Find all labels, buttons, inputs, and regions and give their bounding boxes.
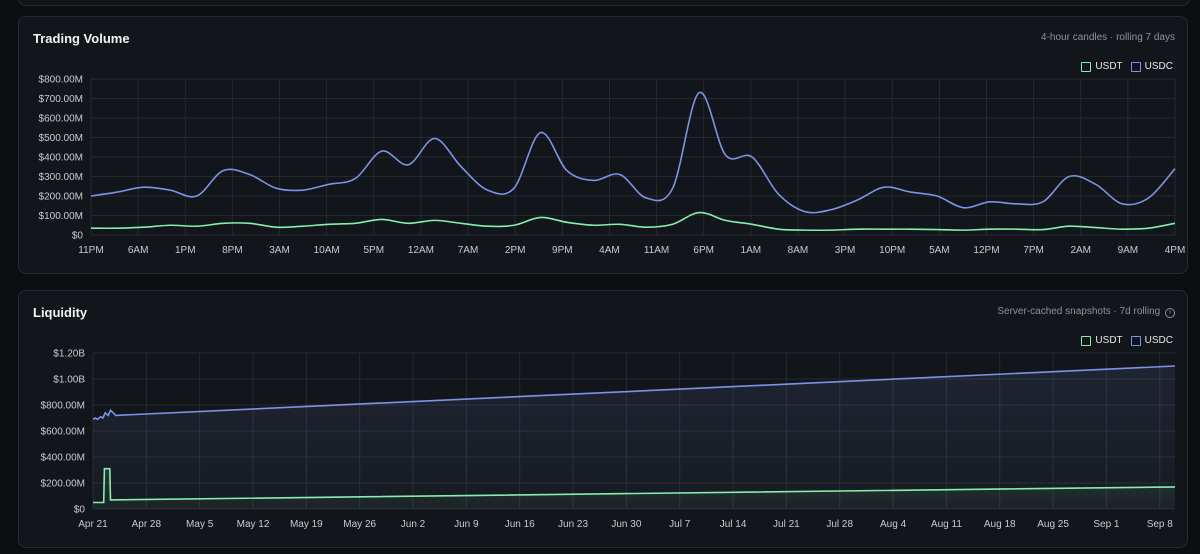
y-tick-label: $400.00M (41, 453, 85, 464)
x-tick-label: 1PM (175, 245, 196, 256)
x-tick-label: May 5 (186, 519, 214, 530)
x-tick-label: 11PM (78, 245, 103, 256)
x-tick-label: Jun 16 (505, 519, 535, 530)
x-tick-label: Aug 11 (931, 519, 962, 530)
x-tick-label: Jun 2 (401, 519, 426, 530)
x-tick-label: 9PM (552, 245, 573, 256)
x-tick-label: 12PM (973, 245, 999, 256)
x-tick-label: Jun 23 (558, 519, 588, 530)
series-line-usdc (90, 91, 1176, 214)
y-tick-label: $200.00M (39, 192, 83, 203)
y-tick-label: $400.00M (39, 153, 83, 164)
usdc-swatch (1130, 61, 1141, 72)
legend-item-usdt[interactable]: USDT (1081, 61, 1123, 72)
legend-item-usdt[interactable]: USDT (1081, 335, 1123, 346)
x-tick-label: May 26 (343, 519, 376, 530)
x-tick-label: 11AM (644, 245, 669, 256)
y-tick-label: $600.00M (39, 114, 83, 125)
y-tick-label: $700.00M (39, 94, 83, 105)
x-tick-label: 6AM (128, 245, 149, 256)
panel-subtitle: Server-cached snapshots · 7d rolling i (997, 306, 1175, 318)
x-tick-label: 9AM (1118, 245, 1139, 256)
info-icon[interactable]: i (1165, 308, 1175, 318)
x-tick-label: May 19 (290, 519, 323, 530)
x-tick-label: Jul 14 (720, 519, 747, 530)
legend-label: USDC (1144, 61, 1173, 72)
x-tick-label: 5AM (929, 245, 950, 256)
x-tick-label: Sep 8 (1147, 519, 1174, 530)
usdc-swatch (1130, 335, 1141, 346)
x-tick-label: 6PM (693, 245, 714, 256)
x-tick-label: 7PM (1023, 245, 1044, 256)
y-tick-label: $600.00M (41, 427, 85, 438)
chart-legend: USDT USDC (1081, 335, 1173, 346)
legend-label: USDT (1095, 61, 1123, 72)
trading-volume-chart: $0 $100.00M $200.00M $300.00M $400.00M $500.0… (39, 75, 1186, 257)
y-tick-label: $800.00M (39, 75, 83, 86)
x-tick-label: 5PM (364, 245, 385, 256)
x-tick-label: Jul 21 (773, 519, 800, 530)
x-tick-label: Apr 28 (132, 519, 162, 530)
x-tick-label: May 12 (237, 519, 270, 530)
series-area-usdt (93, 468, 1175, 509)
y-tick-label: $1.20B (53, 349, 85, 360)
x-tick-label: 7AM (458, 245, 479, 256)
x-tick-label: 3AM (269, 245, 290, 256)
y-tick-label: $800.00M (41, 401, 85, 412)
x-tick-label: 8PM (222, 245, 243, 256)
panel-title: Liquidity (33, 305, 88, 320)
y-tick-label: $200.00M (41, 479, 85, 490)
y-tick-label: $0 (72, 231, 84, 242)
liquidity-panel: Liquidity Server-cached snapshots · 7d r… (18, 290, 1188, 548)
x-tick-label: Jun 9 (454, 519, 479, 530)
x-tick-label: Jul 7 (669, 519, 691, 530)
chart-legend: USDT USDC (1081, 61, 1173, 72)
x-tick-label: 10AM (314, 245, 340, 256)
legend-item-usdc[interactable]: USDC (1130, 335, 1173, 346)
x-tick-label: Apr 21 (78, 519, 108, 530)
panel-subtitle: 4-hour candles · rolling 7 days (1041, 32, 1175, 43)
subtitle-text: Server-cached snapshots · 7d rolling (997, 306, 1161, 317)
legend-label: USDT (1095, 335, 1123, 346)
y-tick-label: $500.00M (39, 133, 83, 144)
y-tick-label: $1.00B (53, 375, 85, 386)
x-tick-label: 2PM (505, 245, 526, 256)
x-tick-label: 4AM (599, 245, 620, 256)
x-tick-label: 10PM (879, 245, 905, 256)
x-tick-label: Sep 1 (1093, 519, 1120, 530)
panel-title: Trading Volume (33, 31, 130, 46)
series-line-usdc (92, 365, 1176, 421)
x-tick-label: Jun 30 (611, 519, 641, 530)
x-tick-label: 8AM (788, 245, 809, 256)
x-tick-label: Aug 18 (984, 519, 1016, 530)
liquidity-chart: $0 $200.00M $400.00M $600.00M $800.00M $1.00B… (41, 349, 1176, 530)
series-line-usdt (90, 211, 1176, 232)
x-tick-label: 3PM (835, 245, 856, 256)
y-tick-label: $300.00M (39, 172, 83, 183)
previous-panel-edge (18, 0, 1190, 6)
legend-item-usdc[interactable]: USDC (1130, 61, 1173, 72)
x-tick-label: Aug 4 (880, 519, 907, 530)
trading-volume-panel: Trading Volume 4-hour candles · rolling … (18, 16, 1188, 274)
x-tick-label: Aug 25 (1037, 519, 1069, 530)
series-area-usdc (93, 366, 1175, 509)
x-tick-label: 1AM (741, 245, 762, 256)
usdt-swatch (1081, 61, 1092, 72)
x-tick-label: 4PM (1165, 245, 1186, 256)
x-tick-label: 2AM (1070, 245, 1091, 256)
legend-label: USDC (1144, 335, 1173, 346)
x-tick-label: Jul 28 (826, 519, 853, 530)
y-tick-label: $100.00M (39, 211, 83, 222)
series-line-usdt (93, 467, 1176, 504)
usdt-swatch (1081, 335, 1092, 346)
x-tick-label: 12AM (408, 245, 434, 256)
y-tick-label: $0 (74, 505, 86, 516)
